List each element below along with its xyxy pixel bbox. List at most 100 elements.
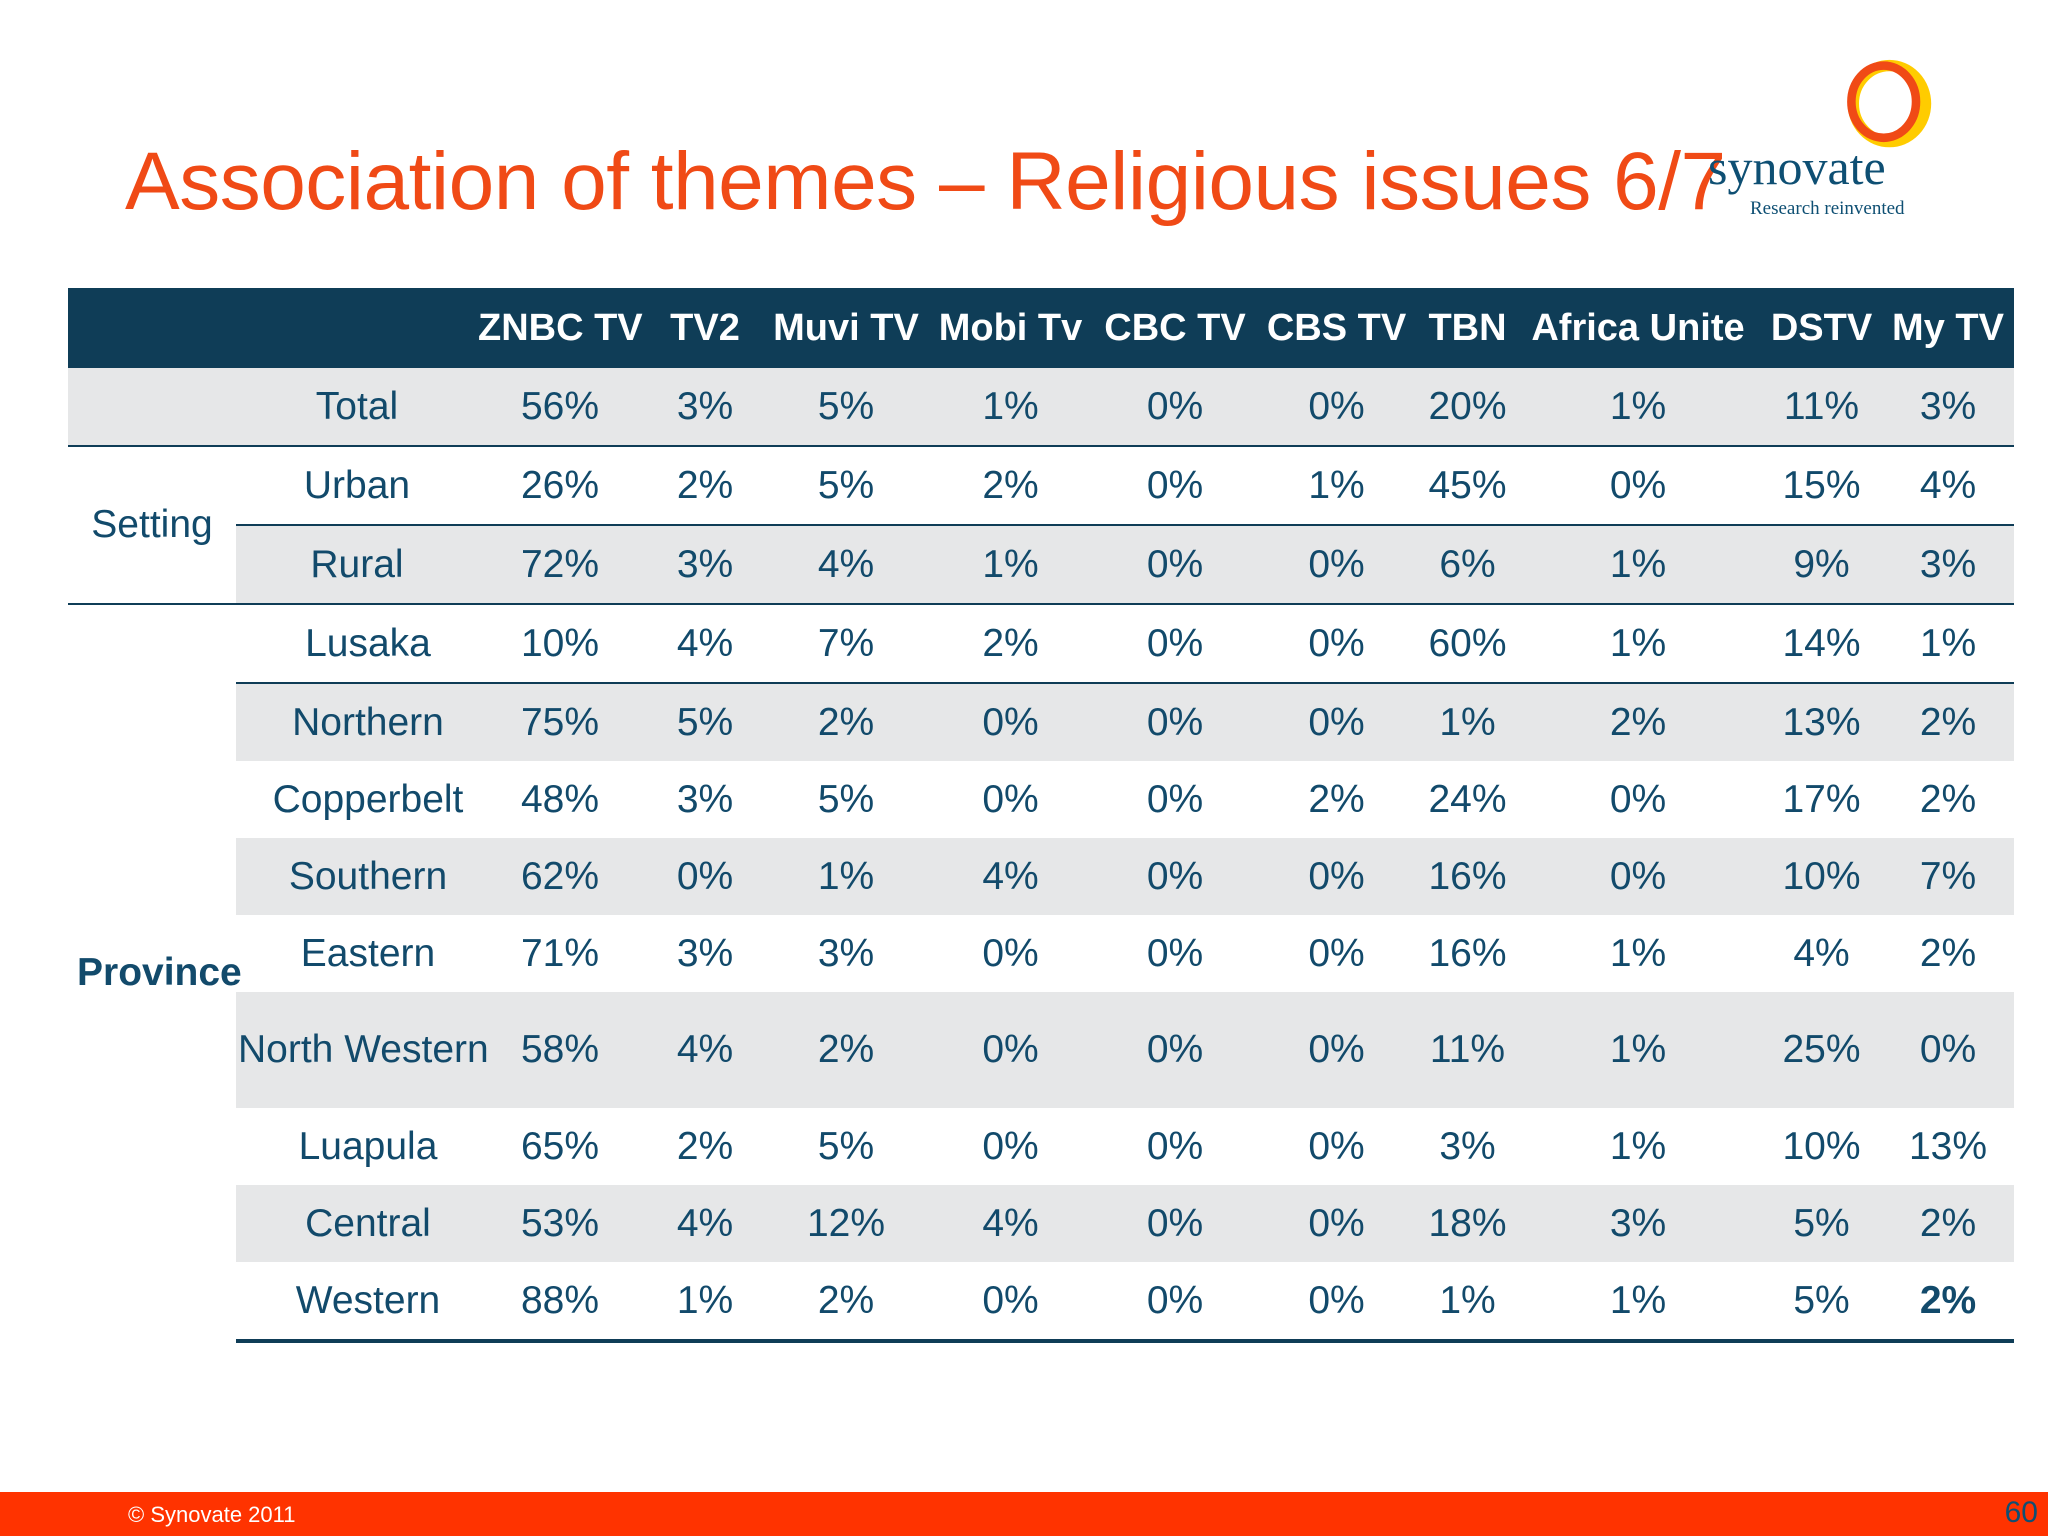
row-label: Luapula: [298, 1124, 438, 1168]
table-cell: 0%: [1097, 368, 1253, 446]
row-label: Copperbelt: [272, 777, 464, 821]
table-cell: 2%: [642, 445, 768, 525]
table-cell: 3%: [1439, 1124, 1496, 1168]
table-cell: 0%: [1253, 1262, 1420, 1343]
col-header: CBC TV: [1097, 288, 1253, 368]
table-cell: 15%: [1761, 445, 1882, 525]
row-label: Central: [236, 1185, 478, 1262]
table-cell: 10%: [1761, 838, 1882, 915]
table-cell: 0%: [1097, 603, 1253, 683]
table-cell: 2%: [1882, 1262, 2014, 1343]
table-cell: 5%: [642, 682, 768, 761]
col-header: ZNBC TV: [478, 288, 643, 368]
table-cell: 0%: [1097, 445, 1253, 525]
table-cell: 45%: [1420, 445, 1515, 525]
table-cell: 0%: [924, 682, 1097, 761]
table-cell: 72%: [478, 524, 642, 604]
table-cell: 3%: [642, 524, 768, 604]
table-cell: 0%: [1882, 992, 2014, 1108]
table-cell: 1%: [1515, 524, 1761, 604]
table-cell: 13%: [1761, 682, 1882, 761]
table-cell: 0%: [642, 838, 768, 915]
table-cell: 0%: [1609, 777, 1667, 821]
table-cell: 2%: [1882, 682, 2014, 761]
table-cell: 0%: [982, 1124, 1039, 1168]
table-cell: 53%: [478, 1185, 642, 1262]
table-cell: 3%: [1882, 368, 2014, 446]
table-cell: 0%: [1515, 445, 1761, 525]
table-cell: 3%: [817, 931, 875, 975]
table-cell: 12%: [768, 1185, 924, 1262]
table-cell: 0%: [1097, 682, 1253, 761]
table-cell: 1%: [924, 524, 1097, 604]
table-cell: 17%: [1782, 777, 1861, 821]
table-cell: 11%: [1420, 992, 1515, 1108]
table-cell: 2%: [768, 1262, 924, 1343]
table-cell: 0%: [1308, 931, 1365, 975]
table-cell: 75%: [478, 682, 642, 761]
table-cell: 7%: [768, 603, 924, 683]
table-cell: 0%: [1253, 524, 1420, 604]
table-cell: 1%: [1420, 1262, 1515, 1343]
table-cell: 0%: [924, 992, 1097, 1108]
table-cell: 2%: [1515, 682, 1761, 761]
table-cell: 6%: [1420, 524, 1515, 604]
data-table: ZNBC TV TV2 Muvi TV Mobi Tv CBC TV CBS T…: [68, 288, 2014, 1343]
logo-wordmark: synovate: [1708, 139, 1886, 195]
table-cell: 5%: [1761, 1262, 1882, 1343]
table-cell: 3%: [1882, 524, 2014, 604]
table-cell: 0%: [1097, 1185, 1253, 1262]
table-cell: 24%: [1428, 777, 1507, 821]
col-header: Muvi TV: [768, 288, 924, 368]
table-cell: 0%: [1097, 1262, 1253, 1343]
table-cell: 5%: [768, 445, 924, 525]
table-cell: 65%: [520, 1124, 600, 1168]
col-header: Africa Unite: [1515, 288, 1761, 368]
table-cell: 0%: [1097, 838, 1253, 915]
table-cell: 88%: [478, 1262, 642, 1343]
slide-title: Association of themes – Religious issues…: [125, 136, 1726, 227]
table-cell: 0%: [1253, 682, 1420, 761]
table-cell: 1%: [1515, 603, 1761, 683]
table-cell: 10%: [1782, 1124, 1861, 1168]
header-row: ZNBC TV TV2 Muvi TV Mobi Tv CBC TV CBS T…: [68, 288, 2014, 368]
table-cell: 1%: [1609, 931, 1667, 975]
col-header: Mobi Tv: [924, 288, 1097, 368]
table-cell: 71%: [520, 931, 600, 975]
group-label-province: Province: [68, 603, 242, 1341]
group-blank: [68, 368, 236, 446]
table-cell: 0%: [1146, 777, 1204, 821]
col-header: DSTV: [1761, 288, 1882, 368]
table-cell: 4%: [1882, 445, 2014, 525]
table-cell: 3%: [676, 931, 734, 975]
table-cell: 9%: [1761, 524, 1882, 604]
col-header: TV2: [642, 288, 768, 368]
logo-tagline: Research reinvented: [1750, 198, 1905, 219]
table-cell: 20%: [1420, 368, 1515, 446]
table-cell: 58%: [478, 992, 642, 1108]
table-cell: 1%: [1609, 1124, 1667, 1168]
table-cell: 2%: [1882, 1185, 2014, 1262]
table-cell: 2%: [1919, 931, 1977, 975]
table-cell: 2%: [924, 603, 1097, 683]
table-row-western: Western 88% 1% 2% 0% 0% 0% 1% 1% 5% 2%: [68, 1262, 2014, 1343]
table-cell: 0%: [1097, 524, 1253, 604]
table-row-total: Total 56% 3% 5% 1% 0% 0% 20% 1% 11% 3%: [68, 368, 2014, 446]
col-header: CBS TV: [1253, 288, 1420, 368]
table-cell: 0%: [1097, 992, 1253, 1108]
table-row-lusaka: Province Lusaka 10% 4% 7% 2% 0% 0% 60% 1…: [68, 603, 2014, 1341]
row-label: Urban: [236, 445, 478, 525]
table-cell: 7%: [1882, 838, 2014, 915]
table-cell: 4%: [924, 838, 1097, 915]
table-cell: 1%: [642, 1262, 768, 1343]
table-row-luapula: Luapula 65% 2% 5% 0% 0% 0% 3% 1% 10% 13%: [68, 1108, 2014, 1185]
table-cell: 10%: [478, 603, 642, 683]
table-cell: 1%: [1515, 368, 1761, 446]
table-cell: 3%: [1515, 1185, 1761, 1262]
table-cell: 13%: [1908, 1124, 1988, 1168]
header-blank: [236, 288, 478, 368]
table-cell: 56%: [478, 368, 642, 446]
table-cell: 2%: [768, 682, 924, 761]
table-row-eastern: Eastern 71% 3% 3% 0% 0% 0% 16% 1% 4% 2%: [68, 915, 2014, 992]
table-cell: 2%: [924, 445, 1097, 525]
